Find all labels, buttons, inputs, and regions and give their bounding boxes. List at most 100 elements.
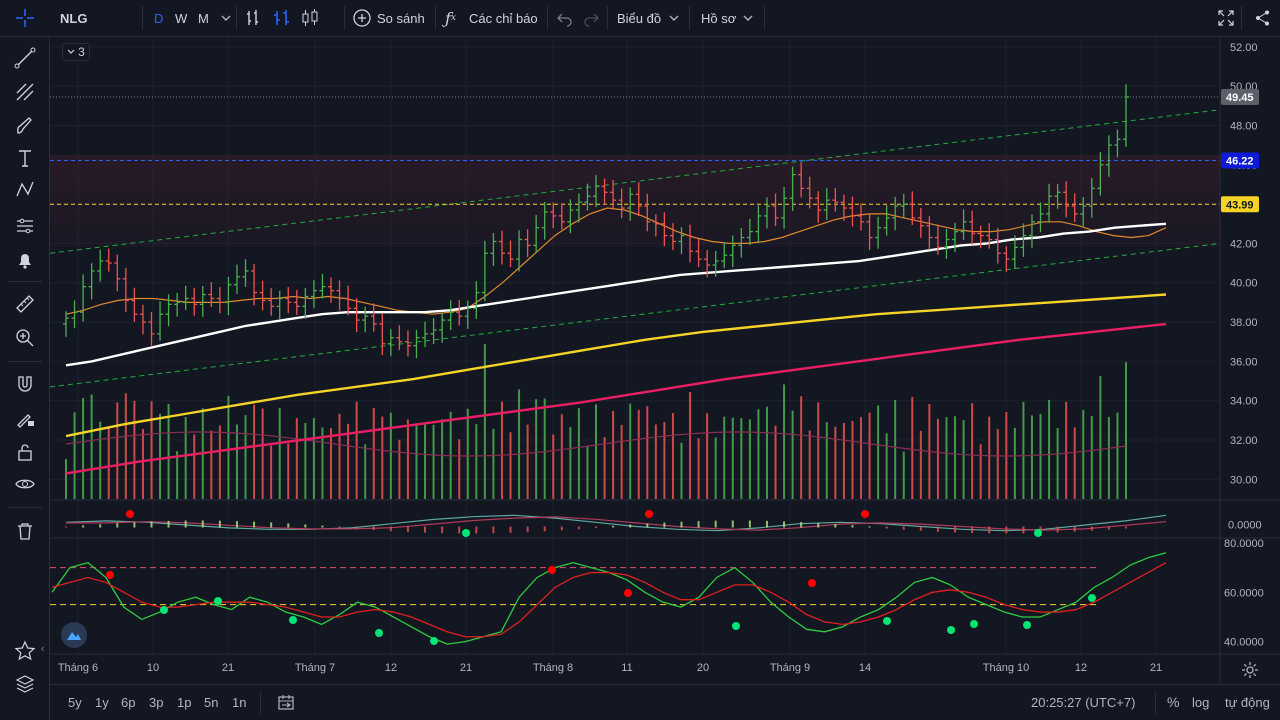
unlock-icon[interactable] bbox=[12, 439, 38, 465]
price-bar bbox=[763, 197, 770, 229]
price-bar bbox=[635, 182, 642, 217]
settings-gear-icon[interactable] bbox=[1241, 661, 1259, 682]
time-tick-label: 21 bbox=[460, 662, 472, 674]
crosshair-icon[interactable] bbox=[12, 0, 38, 36]
text-icon[interactable] bbox=[12, 145, 38, 171]
alert-bell-icon[interactable] bbox=[12, 247, 38, 273]
legend-toggle-button[interactable]: 3 bbox=[62, 43, 90, 61]
volume-bar bbox=[791, 410, 794, 499]
price-bar bbox=[430, 318, 437, 345]
macd-histogram-bar bbox=[1125, 526, 1127, 529]
chart-area[interactable]: 52.0050.0048.0046.0044.0042.0040.0038.00… bbox=[50, 37, 1280, 684]
volume-bar bbox=[389, 412, 392, 499]
price-bar bbox=[695, 238, 702, 268]
undo-icon[interactable] bbox=[556, 0, 574, 36]
price-bar bbox=[1114, 129, 1121, 158]
volume-bar bbox=[877, 405, 880, 499]
clock-label[interactable]: 20:25:27 (UTC+7) bbox=[1031, 695, 1136, 710]
prediction-icon[interactable] bbox=[12, 213, 38, 239]
lock-drawing-icon[interactable] bbox=[12, 405, 38, 431]
interval-chevron-down-icon[interactable] bbox=[220, 0, 232, 36]
range-5y[interactable]: 5y bbox=[68, 695, 82, 710]
moving-average-line bbox=[65, 207, 1167, 315]
price-bar bbox=[63, 311, 69, 337]
volume-bar bbox=[1125, 362, 1127, 499]
profile-chevron-down-icon[interactable] bbox=[742, 0, 754, 36]
price-bar bbox=[1123, 84, 1129, 147]
price-bar bbox=[883, 205, 890, 236]
price-bar bbox=[738, 228, 745, 258]
profile-button[interactable]: Hồ sơ bbox=[701, 10, 737, 26]
pitchfork-icon[interactable] bbox=[12, 79, 38, 105]
symbol-label[interactable]: NLG bbox=[60, 10, 88, 26]
price-bar bbox=[251, 264, 258, 306]
volume-bar bbox=[466, 408, 469, 499]
bottom-toolbar: 5y 1y 6p 3p 1p 5n 1n 20:25:27 (UTC+7) % … bbox=[50, 684, 1280, 720]
price-bar bbox=[259, 280, 266, 311]
stoch-signal-dot bbox=[970, 620, 978, 628]
range-3p[interactable]: 3p bbox=[149, 695, 164, 710]
chart-menu-chevron-down-icon[interactable] bbox=[668, 0, 680, 36]
volume-bar bbox=[287, 443, 290, 499]
volume-bar bbox=[500, 401, 503, 499]
price-tick-label: 34.00 bbox=[1230, 396, 1258, 408]
auto-scale-button[interactable]: tự động bbox=[1225, 695, 1270, 710]
price-bar bbox=[704, 249, 711, 278]
volume-bar bbox=[184, 416, 187, 499]
volume-bar bbox=[543, 398, 546, 499]
date-range-icon[interactable] bbox=[277, 694, 295, 715]
bar-chart-type-icon[interactable] bbox=[244, 0, 264, 36]
trash-icon[interactable] bbox=[12, 518, 38, 544]
stoch-signal-dot bbox=[1088, 594, 1096, 602]
percent-scale-button[interactable]: % bbox=[1167, 694, 1180, 710]
macd-histogram-bar bbox=[270, 522, 273, 528]
redo-icon[interactable] bbox=[582, 0, 600, 36]
ruler-icon[interactable] bbox=[12, 291, 38, 317]
indicators-button[interactable]: Các chỉ báo bbox=[469, 10, 538, 26]
price-tick-label: 30.00 bbox=[1230, 474, 1258, 486]
volume-bar bbox=[731, 417, 734, 499]
brush-icon[interactable] bbox=[12, 113, 38, 139]
collapse-arrow-icon[interactable]: ‹ bbox=[41, 643, 45, 655]
compare-button[interactable]: So sánh bbox=[377, 10, 425, 26]
price-bar bbox=[1088, 178, 1095, 218]
volume-bar bbox=[740, 418, 743, 499]
star-icon[interactable] bbox=[12, 638, 38, 664]
zoom-in-icon[interactable] bbox=[12, 325, 38, 351]
volume-bar bbox=[671, 413, 674, 499]
range-1n[interactable]: 1n bbox=[232, 695, 247, 710]
log-scale-button[interactable]: log bbox=[1192, 695, 1210, 710]
share-icon[interactable] bbox=[1254, 0, 1272, 36]
time-tick-label: Tháng 8 bbox=[533, 662, 573, 674]
range-1y[interactable]: 1y bbox=[95, 695, 109, 710]
eye-icon[interactable] bbox=[12, 471, 38, 497]
ohlc-chart-type-icon[interactable] bbox=[272, 0, 292, 36]
price-bar bbox=[1046, 183, 1053, 223]
interval-m[interactable]: M bbox=[198, 10, 209, 26]
plus-circle-icon[interactable] bbox=[352, 0, 372, 36]
price-bar bbox=[541, 202, 548, 240]
range-5n[interactable]: 5n bbox=[204, 695, 219, 710]
volume-bar bbox=[167, 404, 170, 499]
volume-bar bbox=[107, 427, 110, 499]
layers-icon[interactable] bbox=[12, 671, 38, 697]
fullscreen-icon[interactable] bbox=[1216, 0, 1236, 36]
volume-bar bbox=[193, 434, 196, 499]
macd-histogram-bar bbox=[765, 520, 768, 528]
candle-chart-type-icon[interactable] bbox=[300, 0, 320, 36]
price-bar bbox=[165, 294, 172, 327]
price-bar bbox=[558, 203, 565, 230]
pattern-icon[interactable] bbox=[12, 177, 38, 203]
chart-menu-button[interactable]: Biểu đồ bbox=[617, 10, 662, 26]
interval-w[interactable]: W bbox=[175, 10, 188, 26]
magnet-icon[interactable] bbox=[12, 371, 38, 397]
range-1p[interactable]: 1p bbox=[177, 695, 192, 710]
price-bar bbox=[242, 259, 249, 287]
range-6p[interactable]: 6p bbox=[121, 695, 136, 710]
macd-histogram-bar bbox=[731, 520, 734, 528]
tradingview-logo-icon[interactable] bbox=[61, 622, 87, 648]
interval-d[interactable]: D bbox=[154, 10, 164, 26]
trend-line-icon[interactable] bbox=[12, 45, 38, 71]
price-bar bbox=[507, 240, 514, 267]
